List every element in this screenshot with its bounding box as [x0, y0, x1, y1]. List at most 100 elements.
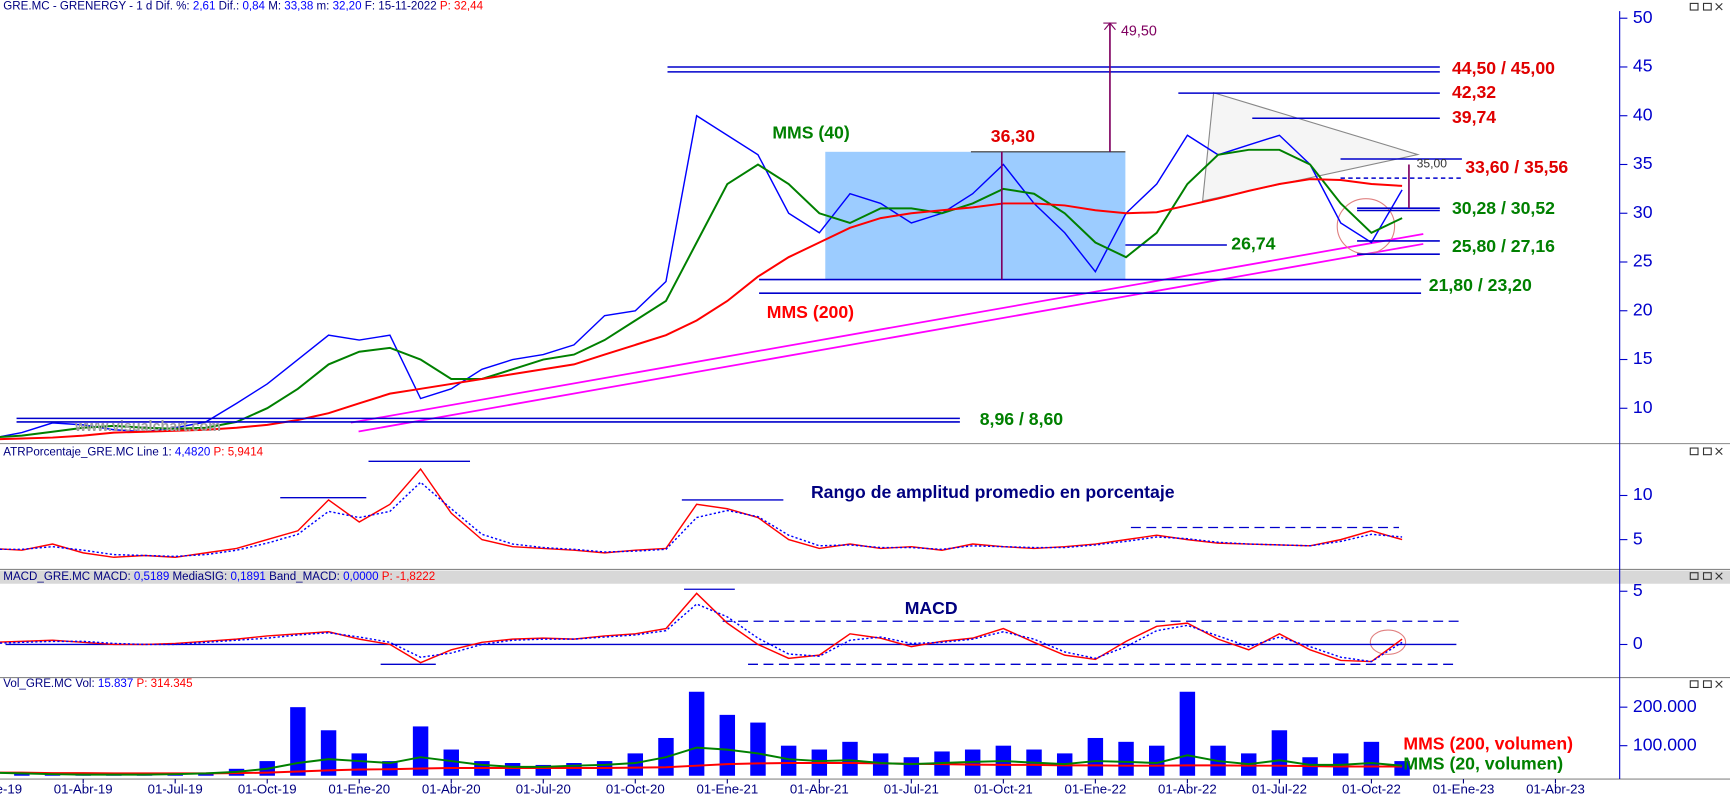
header-part: P: 5,9414	[210, 447, 263, 459]
header-part: 32,20	[333, 1, 362, 13]
volume-bar	[535, 764, 551, 776]
header-part: Vol_GRE.MC Vol:	[3, 678, 98, 690]
volume-bar	[750, 722, 766, 776]
volume-bar	[1271, 730, 1288, 776]
header-part: m:	[313, 1, 332, 13]
level-label: 33,60 / 35,56	[1465, 157, 1568, 177]
header-part: 0,5189	[134, 571, 169, 583]
panel-header-bar	[0, 570, 1730, 584]
series-line	[0, 467, 1403, 558]
range-box	[825, 151, 1126, 280]
y-tick-label: 100.000	[1633, 734, 1697, 754]
series-line	[0, 746, 1403, 776]
series-line	[0, 592, 1403, 664]
x-tick-label: 01-Oct-21	[974, 782, 1033, 797]
y-tick-label: 35	[1633, 153, 1653, 173]
series-label: MMS (40)	[772, 122, 849, 142]
volume-bar	[1087, 737, 1104, 776]
level-label: 25,80 / 27,16	[1452, 236, 1555, 256]
x-tick-label: 01-Oct-20	[606, 782, 665, 797]
triangle-pattern	[1201, 92, 1420, 202]
series-line	[0, 603, 1403, 663]
x-tick-label: 01-Abr-23	[1526, 782, 1585, 797]
volume-bar	[780, 745, 797, 776]
volume-bar	[1363, 741, 1380, 776]
level-label: 44,50 / 45,00	[1452, 58, 1555, 78]
volume-bar	[842, 741, 858, 776]
volume-bar	[351, 753, 367, 776]
header-part: M:	[265, 1, 284, 13]
x-tick-label: 01-Jul-21	[884, 782, 939, 797]
panel-header: Vol_GRE.MC Vol: 15.837 P: 314.345	[3, 678, 192, 690]
series-label: MMS (20, volumen)	[1403, 753, 1563, 773]
header-part: 0,84	[242, 1, 265, 13]
panel-annotation: MACD	[905, 598, 958, 618]
series-label: MMS (200)	[767, 302, 854, 322]
panel-header: GRE.MC - GRENERGY - 1 d Dif. %: 2,61 Dif…	[3, 1, 483, 13]
x-tick-label: 01-Abr-20	[422, 782, 481, 797]
x-tick-label: 01-Jul-19	[148, 782, 203, 797]
x-tick-label: 01-Oct-19	[238, 782, 297, 797]
volume-bar	[198, 773, 214, 776]
y-tick-label: 5	[1633, 528, 1643, 548]
series-label: MMS (200, volumen)	[1403, 733, 1573, 753]
y-tick-label: 40	[1633, 104, 1653, 124]
panel-annotation: Rango de amplitud promedio en porcentaje	[811, 482, 1175, 502]
window-buttons[interactable]	[1689, 2, 1723, 689]
header-part: 33,38	[284, 1, 313, 13]
volume-bar	[443, 749, 459, 776]
series-line	[0, 114, 1403, 438]
level-label: 8,96 / 8,60	[980, 409, 1064, 429]
header-part: MACD_GRE.MC MACD:	[3, 571, 134, 583]
volume-bar	[688, 691, 705, 776]
volume-bar	[1148, 745, 1165, 776]
volume-bar	[320, 730, 337, 776]
x-tick-label: 01-Abr-21	[790, 782, 849, 797]
y-tick-label: 0	[1633, 633, 1643, 653]
panel-header: MACD_GRE.MC MACD: 0,5189 MediaSIG: 0,189…	[3, 571, 435, 583]
volume-bar	[412, 726, 429, 776]
volume-bar	[903, 757, 920, 776]
header-part: P: -1,8222	[379, 571, 436, 583]
volume-bar	[872, 753, 889, 776]
x-tick-label: 01-Ene-21	[696, 782, 758, 797]
level-label: 39,74	[1452, 107, 1496, 127]
volume-bar	[1118, 741, 1134, 776]
header-part: Band_MACD:	[266, 571, 343, 583]
y-tick-label: 10	[1633, 397, 1653, 417]
trend-lines	[350, 233, 1424, 433]
y-tick-label: 25	[1633, 251, 1653, 271]
series-line	[0, 481, 1403, 558]
x-tick-label: 01-Jul-22	[1252, 782, 1307, 797]
arrow-label: 49,50	[1121, 24, 1157, 40]
volume-bar	[14, 773, 30, 776]
watermark: www.visualchart.com	[74, 419, 221, 435]
y-tick-label: 30	[1633, 202, 1653, 222]
header-part: MediaSIG:	[169, 571, 230, 583]
series-line	[0, 178, 1403, 441]
level-label: 21,80 / 23,20	[1429, 275, 1532, 295]
x-tick-label: 01-Abr-22	[1158, 782, 1217, 797]
volume-bar	[627, 753, 644, 776]
header-part: GRE.MC - GRENERGY - 1 d Dif. %:	[3, 1, 193, 13]
header-part: P: 32,44	[440, 1, 484, 13]
y-tick-label: 10	[1633, 484, 1653, 504]
header-part: Dif.:	[215, 1, 242, 13]
header-part: 2,61	[193, 1, 216, 13]
header-part: 15.837	[98, 678, 133, 690]
x-tick-label: 01-Jul-20	[516, 782, 571, 797]
level-label: 30,28 / 30,52	[1452, 198, 1555, 218]
header-part: 4,4820	[175, 447, 210, 459]
x-tick-label: 01-Ene-19	[0, 782, 22, 797]
level-label: 26,74	[1231, 234, 1275, 254]
x-tick-label: 01-Ene-22	[1065, 782, 1127, 797]
y-tick-label: 45	[1633, 56, 1653, 76]
panel-header: ATRPorcentaje_GRE.MC Line 1: 4,4820 P: 5…	[3, 447, 263, 459]
header-part: 0,0000	[343, 571, 378, 583]
x-tick-label: 01-Oct-22	[1342, 782, 1401, 797]
volume-bar	[504, 763, 521, 776]
x-tick-label: 01-Ene-20	[328, 782, 390, 797]
y-tick-label: 15	[1633, 348, 1653, 368]
